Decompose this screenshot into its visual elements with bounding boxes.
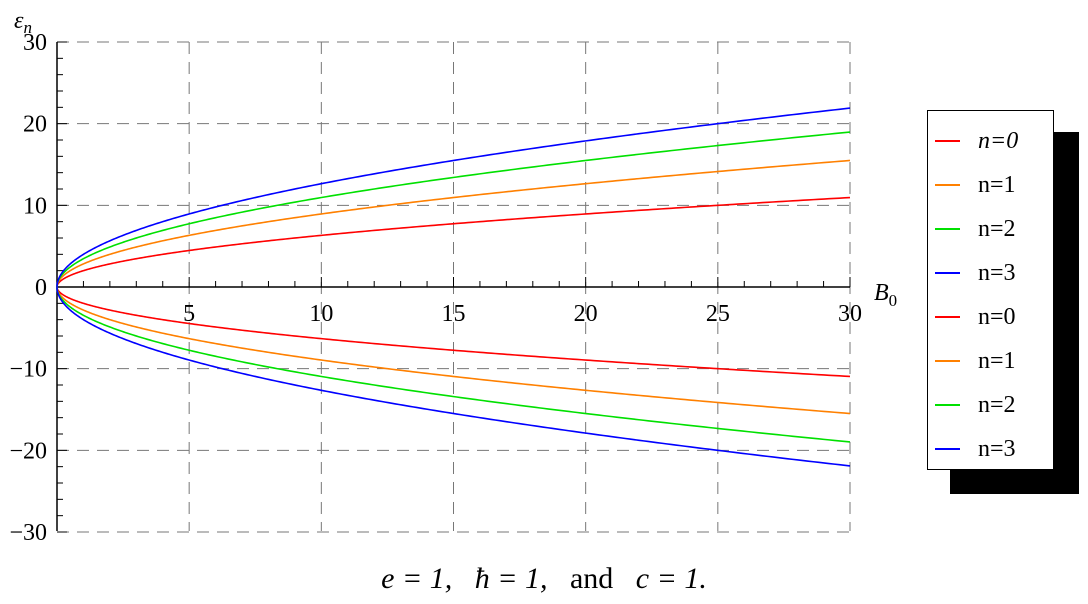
legend-item: n=1 [928,170,1053,200]
legend-swatch-icon [935,404,960,406]
legend-label: n=1 [978,172,1016,198]
legend-swatch-icon [935,316,960,318]
tick-labels: 5 10 15 20 25 30 −30 −20 −10 0 10 20 30 [9,30,862,546]
caption-and: and [569,562,614,595]
curve-negative-n2 [56,286,851,443]
legend: n=0 n=1 n=2 n=3 n=0 n=1 n=2 n=3 [927,110,1054,470]
curve-positive-n0 [56,196,851,288]
x-axis-title: B0 [874,280,897,310]
chart-caption: e = 1, ħ = 1, and c = 1. [0,562,1088,596]
x-tick-label: 10 [309,301,333,327]
y-tick-label: 30 [23,30,47,56]
data-curves [56,107,851,467]
legend-label: n=3 [978,436,1016,462]
y-axis-title: εn [14,8,32,37]
y-tick-label: 0 [35,275,47,301]
y-tick-label: 20 [23,112,47,138]
legend-item: n=2 [928,214,1053,244]
y-tick-label: 10 [23,193,47,219]
x-tick-label: 15 [442,301,466,327]
x-tick-label: 20 [574,301,598,327]
legend-label: n=0 [978,304,1016,330]
legend-swatch-icon [935,184,960,186]
legend-label: n=2 [978,216,1016,242]
curve-positive-n2 [56,131,851,288]
caption-hbar: ħ = 1, [474,562,548,595]
caption-c: c = 1. [635,562,707,595]
legend-swatch-icon [935,360,960,362]
curve-negative-n3 [56,286,851,467]
curve-negative-n0 [56,286,851,378]
y-tick-label: −20 [9,438,47,464]
legend-swatch-icon [935,140,960,142]
y-tick-label: −10 [9,357,47,383]
curve-positive-n3 [56,107,851,288]
legend-item: n=0 [928,302,1053,332]
legend-label: n=2 [978,392,1016,418]
legend-label: n=3 [978,260,1016,286]
legend-swatch-icon [935,448,960,450]
legend-item: n=0 [928,126,1053,156]
legend-swatch-icon [935,272,960,274]
curve-positive-n1 [56,159,851,288]
axes [56,41,851,533]
legend-label: n=0 [978,128,1019,154]
legend-swatch-icon [935,228,960,230]
x-tick-label: 5 [183,301,195,327]
curve-negative-n1 [56,286,851,415]
legend-label: n=1 [978,348,1016,374]
legend-item: n=3 [928,434,1053,464]
legend-item: n=2 [928,390,1053,420]
x-tick-label: 25 [706,301,730,327]
y-tick-label: −30 [9,520,47,546]
legend-item: n=3 [928,258,1053,288]
legend-item: n=1 [928,346,1053,376]
caption-e: e = 1, [381,562,453,595]
x-tick-label: 30 [838,301,862,327]
